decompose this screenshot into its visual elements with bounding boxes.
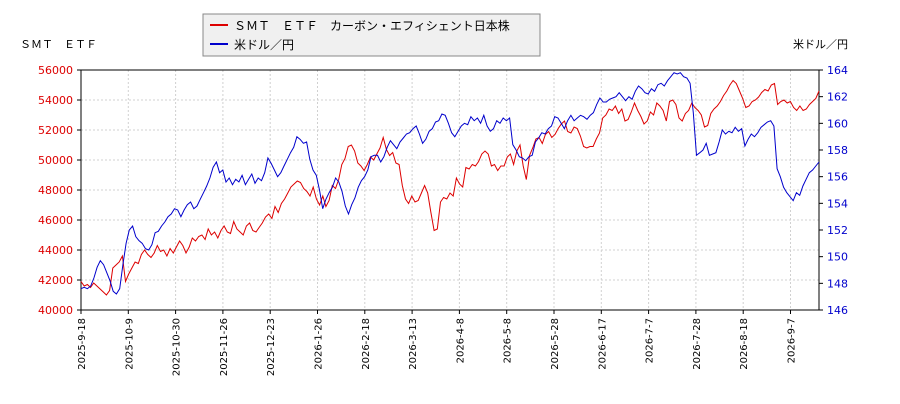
left-tick-label: 52000 bbox=[38, 124, 73, 137]
x-tick-label: 2026-4-8 bbox=[455, 318, 466, 363]
legend-box bbox=[202, 13, 541, 57]
right-tick-label: 154 bbox=[827, 197, 848, 210]
series-line-usdjpy bbox=[80, 72, 820, 295]
left-tick-label: 50000 bbox=[38, 154, 73, 167]
left-tick-label: 40000 bbox=[38, 304, 73, 317]
x-tick-label: 2025-10-9 bbox=[124, 318, 135, 370]
series-layer bbox=[80, 72, 820, 296]
left-axis-title: ＳＭＴ ＥＴＦ bbox=[20, 38, 97, 51]
left-tick-label: 48000 bbox=[38, 184, 73, 197]
left-tick-label: 44000 bbox=[38, 244, 73, 257]
axis-layer: 40000 42000 44000 46000 48000 50000 52000 54000… bbox=[38, 64, 848, 376]
left-tick-label: 56000 bbox=[38, 64, 73, 77]
x-tick-label: 2026-5-8 bbox=[503, 318, 514, 363]
right-axis-title: 米ドル／円 bbox=[793, 38, 848, 51]
x-tick-label: 2026-8-18 bbox=[739, 318, 750, 370]
x-tick-label: 2026-7-7 bbox=[645, 318, 656, 363]
x-tick-label: 2026-1-26 bbox=[314, 318, 325, 370]
x-tick-label: 2026-9-7 bbox=[787, 318, 798, 363]
right-tick-label: 152 bbox=[827, 224, 848, 237]
x-tick-label: 2026-2-18 bbox=[361, 318, 372, 370]
x-tick-label: 2026-5-28 bbox=[550, 318, 561, 370]
series-line-etf bbox=[80, 79, 820, 296]
x-tick-label: 2025-9-18 bbox=[77, 318, 88, 370]
right-tick-label: 162 bbox=[827, 91, 848, 104]
left-tick-label: 46000 bbox=[38, 214, 73, 227]
legend: ＳＭＴ ＥＴＦ カーボン・エフィシェント日本株 米ドル／円 bbox=[202, 13, 541, 57]
right-tick-label: 160 bbox=[827, 117, 848, 130]
legend-label-usdjpy: 米ドル／円 bbox=[234, 38, 294, 52]
right-tick-label: 150 bbox=[827, 251, 848, 264]
grid-layer bbox=[81, 70, 819, 310]
legend-label-etf: ＳＭＴ ＥＴＦ カーボン・エフィシェント日本株 bbox=[234, 18, 510, 33]
right-tick-label: 146 bbox=[827, 304, 848, 317]
x-tick-label: 2026-6-17 bbox=[597, 318, 608, 370]
x-tick-label: 2025-12-23 bbox=[266, 318, 277, 376]
right-tick-label: 164 bbox=[827, 64, 848, 77]
x-tick-label: 2025-11-26 bbox=[219, 318, 230, 376]
x-tick-label: 2026-3-13 bbox=[408, 318, 419, 370]
right-tick-label: 148 bbox=[827, 277, 848, 290]
right-tick-label: 156 bbox=[827, 171, 848, 184]
x-tick-label: 2026-7-28 bbox=[692, 318, 703, 370]
left-tick-label: 42000 bbox=[38, 274, 73, 287]
left-tick-label: 54000 bbox=[38, 94, 73, 107]
x-tick-label: 2025-10-30 bbox=[172, 318, 183, 376]
right-tick-label: 158 bbox=[827, 144, 848, 157]
